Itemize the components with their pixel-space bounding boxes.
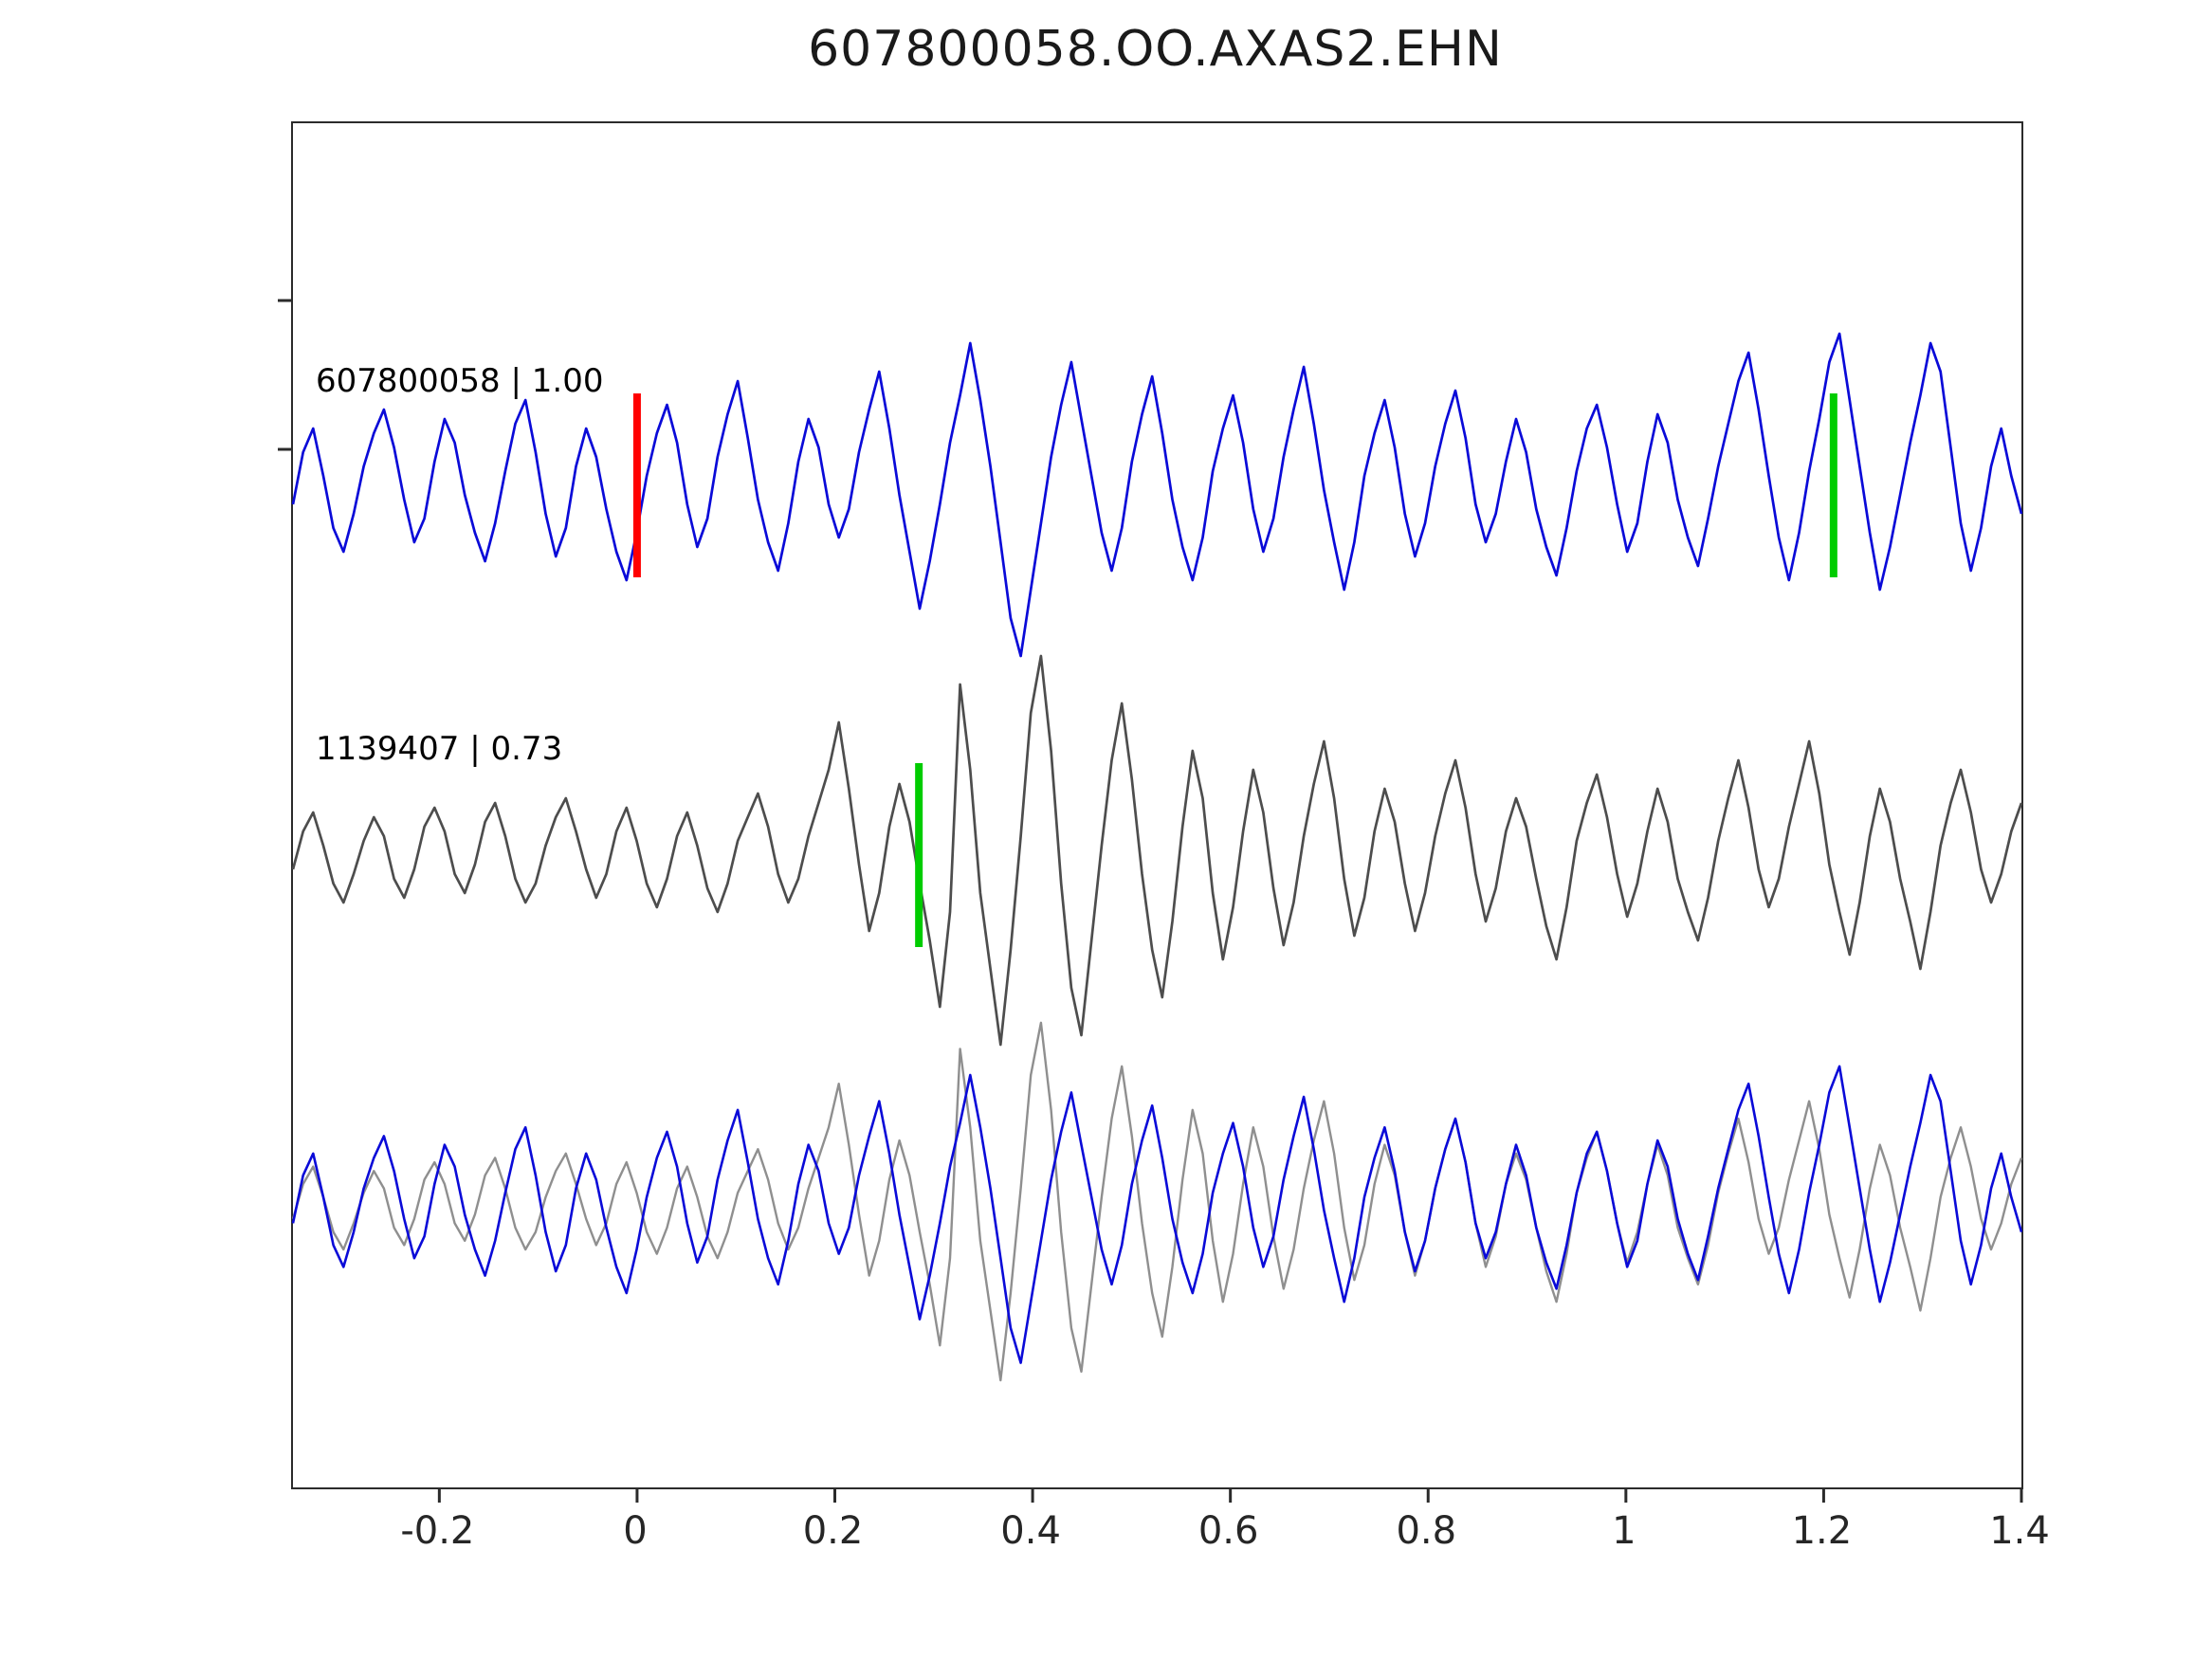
x-tick-label: 0.2	[802, 1509, 864, 1553]
plot-svg	[278, 299, 2023, 1503]
x-tick-label: 1.4	[1989, 1509, 2050, 1553]
x-tick-label: 0.8	[1396, 1509, 1457, 1553]
template-trace-waveform	[291, 332, 2023, 658]
overlay-trace-waveform	[291, 1021, 2023, 1382]
x-tick-label: 1.2	[1791, 1509, 1853, 1553]
chart-title: 607800058.OO.AXAS2.EHN	[808, 21, 1503, 78]
overlay-trace-waveform	[291, 1065, 2023, 1364]
x-tick-label: -0.2	[400, 1509, 475, 1553]
x-tick-label: 0.6	[1197, 1509, 1259, 1553]
x-axis-tick-labels: -0.2 0 0.2 0.4 0.6 0.8 1 1.2 1.4	[0, 1509, 2212, 1566]
plot-area: 607800058 | 1.00 1139407 | 0.73	[278, 121, 2023, 1503]
template-trace-label: 607800058 | 1.00	[316, 362, 604, 400]
x-tick-label: 1	[1612, 1509, 1636, 1553]
detection-trace-label: 1139407 | 0.73	[316, 730, 563, 768]
x-tick-label: 0	[623, 1509, 648, 1553]
x-tick-label: 0.4	[1000, 1509, 1061, 1553]
detection-trace-waveform	[291, 654, 2023, 1047]
